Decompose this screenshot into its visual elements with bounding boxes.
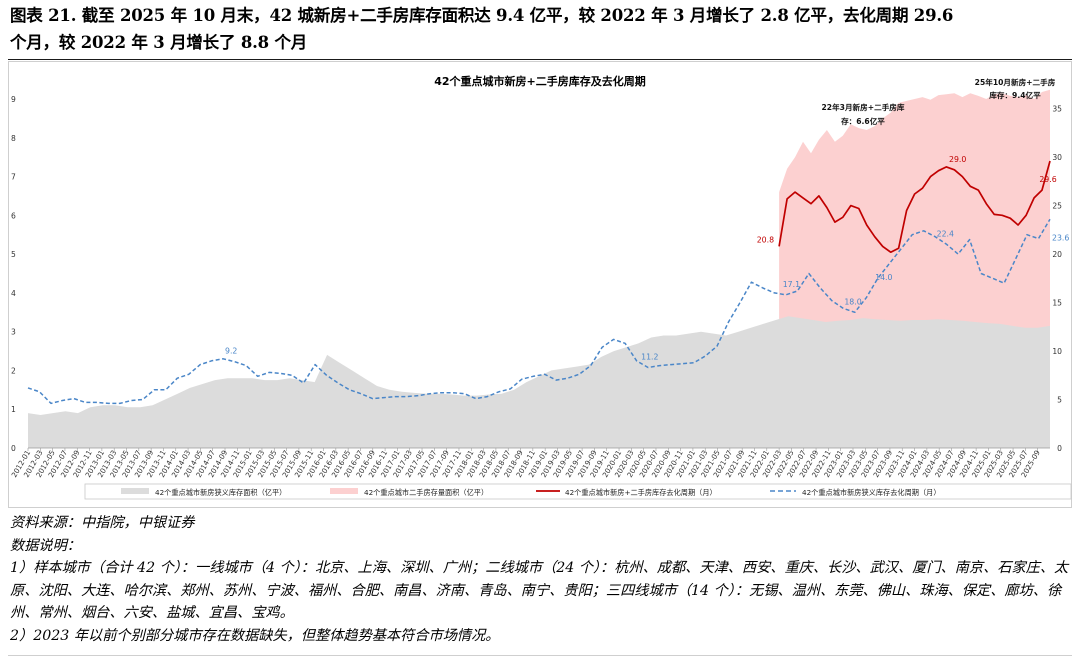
legend-frame — [84, 483, 1072, 500]
y-left-tick: 3 — [11, 328, 16, 337]
source-note: 资料来源：中指院，中银证券 — [10, 515, 195, 531]
chart: 42个重点城市新房+二手房库存及去化周期 0 1 2 3 4 5 6 7 8 9 0 5 10 15 20 2… — [9, 74, 1072, 500]
legend-label-total-cycle: 42个重点城市新房+二手房库存去化周期（月） — [565, 488, 717, 497]
figure-header: 图表 21. 截至 2025 年 10 月末，42 城新房+二手房库存面积达 9… — [10, 2, 1072, 56]
y-right-tick: 0 — [1057, 444, 1062, 453]
y-left-tick: 5 — [11, 250, 16, 259]
y-right-tick: 5 — [1057, 396, 1062, 405]
y-right-tick: 20 — [1052, 250, 1062, 259]
notes-section: 资料来源：中指院，中银证券 数据说明： 1）样本城市（合计 42 个）：一线城市… — [10, 512, 1072, 647]
y-left-tick: 9 — [11, 95, 16, 104]
y-left-tick: 6 — [11, 211, 16, 220]
y-right-tick: 15 — [1052, 299, 1062, 308]
note-data-gaps: 2）2023 年以前个别部分城市存在数据缺失，但整体趋势基本符合市场情况。 — [10, 627, 500, 644]
data-label: 9.2 — [225, 347, 237, 356]
annotation-2022-line-1: 22年3月新房+二手房库 — [822, 102, 905, 112]
y-left-tick: 1 — [11, 405, 16, 414]
y-left-tick: 8 — [11, 134, 16, 143]
notes-title: 数据说明： — [10, 537, 81, 554]
y-left-tick: 0 — [11, 444, 16, 453]
y-left-tick: 7 — [11, 173, 16, 182]
data-label: 14.0 — [875, 273, 892, 282]
note-sample-cities: 1）样本城市（合计 42 个）：一线城市（4 个）：北京、上海、深圳、广州；二线… — [10, 560, 1069, 621]
header-rule — [8, 59, 1072, 60]
data-label: 17.1 — [783, 280, 800, 289]
annotation-2022-line-2: 存：6.6亿平 — [841, 116, 885, 126]
legend: 42个重点城市新房狭义库存面积（亿平） 42个重点城市二手房存量面积（亿平） 4… — [84, 483, 1072, 500]
data-label: 29.6 — [1039, 175, 1056, 184]
legend-swatch-sample-stock — [121, 488, 149, 494]
figure-title-line-2: 个月，较 2022 年 3 月增长了 8.8 个月 — [10, 33, 308, 52]
bottom-rule — [8, 655, 1072, 656]
y-right-tick: 35 — [1052, 105, 1062, 114]
annotation-2025-line-2: 库存：9.4亿平 — [989, 90, 1041, 100]
data-label: 23.6 — [1052, 234, 1069, 243]
figure-title-line-1: 图表 21. 截至 2025 年 10 月末，42 城新房+二手房库存面积达 9… — [10, 6, 954, 25]
legend-swatch-total-stock — [330, 488, 358, 494]
y-right-tick: 25 — [1052, 202, 1062, 211]
chart-frame — [8, 61, 1072, 508]
y-left-tick: 2 — [11, 366, 16, 375]
data-label: 11.2 — [641, 353, 658, 362]
line-sample-cycle — [27, 218, 1051, 405]
data-label: 29.0 — [949, 155, 966, 164]
y-right-tick: 30 — [1052, 153, 1062, 162]
data-label: 18.0 — [844, 297, 861, 306]
y-right-tick: 10 — [1052, 347, 1062, 356]
data-label: 20.8 — [757, 235, 774, 244]
y-left-tick: 4 — [11, 289, 16, 298]
annotation-2025-line-1: 25年10月新房+二手房 — [975, 77, 1056, 87]
data-label: 22.4 — [937, 229, 954, 238]
legend-label-sample-cycle: 42个重点城市新房狭义库存去化周期（月） — [802, 488, 941, 497]
line-total-cycle — [778, 160, 1051, 254]
legend-label-sample-stock: 42个重点城市新房狭义库存面积（亿平） — [155, 488, 286, 497]
area-sample-stock — [28, 316, 1050, 448]
legend-label-total-stock: 42个重点城市二手房存量面积（亿平） — [364, 488, 488, 497]
chart-title: 42个重点城市新房+二手房库存及去化周期 — [434, 74, 646, 88]
